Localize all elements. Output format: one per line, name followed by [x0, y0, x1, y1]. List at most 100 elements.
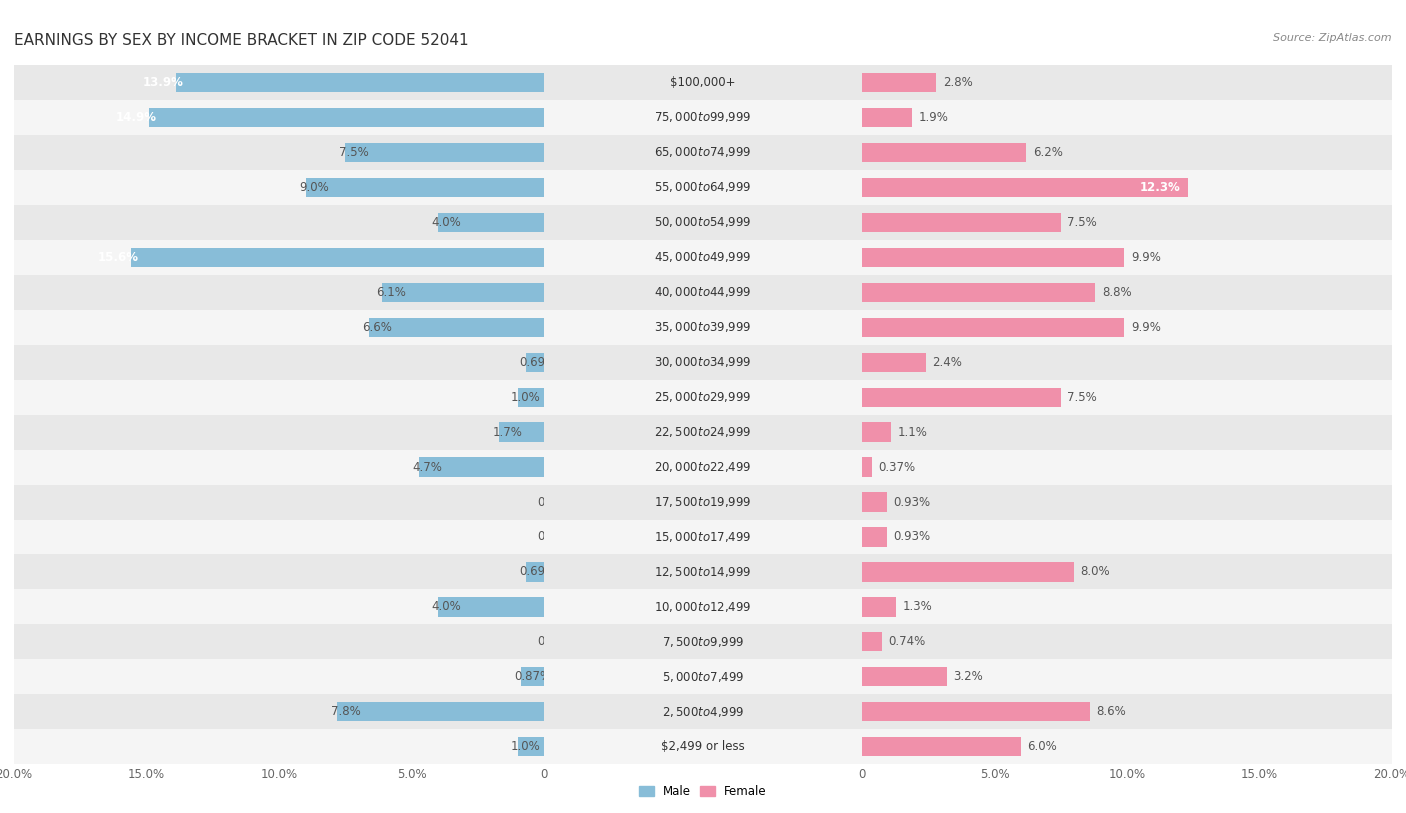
Text: 6.1%: 6.1%: [375, 286, 405, 298]
Bar: [382, 283, 544, 302]
Text: 6.6%: 6.6%: [363, 321, 392, 333]
Text: 4.0%: 4.0%: [432, 601, 461, 613]
Bar: [0, 624, 1406, 659]
Bar: [0, 694, 1406, 729]
Text: 4.7%: 4.7%: [413, 461, 443, 473]
Text: $75,000 to $99,999: $75,000 to $99,999: [654, 111, 752, 124]
Text: $10,000 to $12,499: $10,000 to $12,499: [654, 600, 752, 614]
Bar: [0, 485, 1406, 520]
Bar: [337, 702, 544, 721]
Bar: [862, 667, 946, 686]
Text: 4.0%: 4.0%: [432, 216, 461, 228]
Bar: [862, 528, 887, 546]
Bar: [0, 275, 1406, 310]
Text: $30,000 to $34,999: $30,000 to $34,999: [654, 355, 752, 369]
Text: $40,000 to $44,999: $40,000 to $44,999: [654, 285, 752, 299]
Text: $50,000 to $54,999: $50,000 to $54,999: [654, 215, 752, 229]
Text: $2,499 or less: $2,499 or less: [661, 741, 745, 753]
Bar: [862, 143, 1026, 162]
Text: 15.6%: 15.6%: [97, 251, 139, 263]
Bar: [862, 318, 1125, 337]
Bar: [0, 310, 1406, 345]
Bar: [0, 135, 1406, 170]
Bar: [862, 353, 925, 372]
Bar: [0, 729, 1406, 764]
Text: $65,000 to $74,999: $65,000 to $74,999: [654, 146, 752, 159]
Bar: [862, 458, 872, 476]
Text: $5,000 to $7,499: $5,000 to $7,499: [662, 670, 744, 684]
Text: 9.9%: 9.9%: [1130, 321, 1161, 333]
Bar: [517, 737, 544, 756]
Bar: [0, 450, 1406, 485]
Bar: [0, 520, 1406, 554]
Bar: [499, 423, 544, 441]
Bar: [0, 170, 1406, 205]
Bar: [0, 729, 1406, 764]
Bar: [0, 345, 1406, 380]
Bar: [862, 213, 1060, 232]
Text: $22,500 to $24,999: $22,500 to $24,999: [654, 425, 752, 439]
Bar: [149, 108, 544, 127]
Text: 7.5%: 7.5%: [1067, 216, 1097, 228]
Bar: [0, 135, 1406, 170]
Text: $35,000 to $39,999: $35,000 to $39,999: [654, 320, 752, 334]
Bar: [0, 415, 1406, 450]
Text: 9.9%: 9.9%: [1130, 251, 1161, 263]
Text: 1.0%: 1.0%: [510, 741, 541, 753]
Bar: [439, 598, 544, 616]
Bar: [0, 659, 1406, 694]
Text: 1.3%: 1.3%: [903, 601, 932, 613]
Bar: [0, 694, 1406, 729]
Bar: [862, 598, 897, 616]
Bar: [0, 240, 1406, 275]
Bar: [0, 170, 1406, 205]
Bar: [0, 589, 1406, 624]
Text: 8.8%: 8.8%: [1102, 286, 1132, 298]
Text: 0.69%: 0.69%: [519, 566, 557, 578]
Bar: [305, 178, 544, 197]
Bar: [0, 589, 1406, 624]
Text: 0.37%: 0.37%: [879, 461, 915, 473]
Text: 0.69%: 0.69%: [519, 356, 557, 368]
Text: 0.93%: 0.93%: [893, 496, 931, 508]
Bar: [131, 248, 544, 267]
Text: 0.87%: 0.87%: [515, 671, 551, 683]
Bar: [0, 100, 1406, 135]
Bar: [0, 415, 1406, 450]
Text: 1.0%: 1.0%: [510, 391, 541, 403]
Text: 1.9%: 1.9%: [920, 111, 949, 124]
Bar: [862, 702, 1090, 721]
Text: 2.8%: 2.8%: [943, 76, 973, 89]
Bar: [0, 65, 1406, 100]
Legend: Male, Female: Male, Female: [634, 780, 772, 803]
Text: 6.2%: 6.2%: [1033, 146, 1063, 159]
Text: $17,500 to $19,999: $17,500 to $19,999: [654, 495, 752, 509]
Bar: [0, 380, 1406, 415]
Bar: [0, 65, 1406, 100]
Text: $20,000 to $22,499: $20,000 to $22,499: [654, 460, 752, 474]
Bar: [0, 554, 1406, 589]
Bar: [0, 415, 1406, 450]
Bar: [0, 65, 1406, 100]
Bar: [0, 275, 1406, 310]
Bar: [0, 170, 1406, 205]
Text: 6.0%: 6.0%: [1028, 741, 1057, 753]
Text: 13.9%: 13.9%: [143, 76, 184, 89]
Text: 7.5%: 7.5%: [339, 146, 368, 159]
Bar: [0, 345, 1406, 380]
Text: $100,000+: $100,000+: [671, 76, 735, 89]
Bar: [517, 388, 544, 406]
Bar: [0, 380, 1406, 415]
Bar: [862, 388, 1060, 406]
Bar: [0, 554, 1406, 589]
Bar: [862, 493, 887, 511]
Bar: [526, 353, 544, 372]
Bar: [0, 100, 1406, 135]
Text: $15,000 to $17,499: $15,000 to $17,499: [654, 530, 752, 544]
Text: 8.6%: 8.6%: [1097, 706, 1126, 718]
Bar: [370, 318, 544, 337]
Bar: [0, 450, 1406, 485]
Bar: [0, 310, 1406, 345]
Bar: [862, 563, 1074, 581]
Text: 9.0%: 9.0%: [299, 181, 329, 193]
